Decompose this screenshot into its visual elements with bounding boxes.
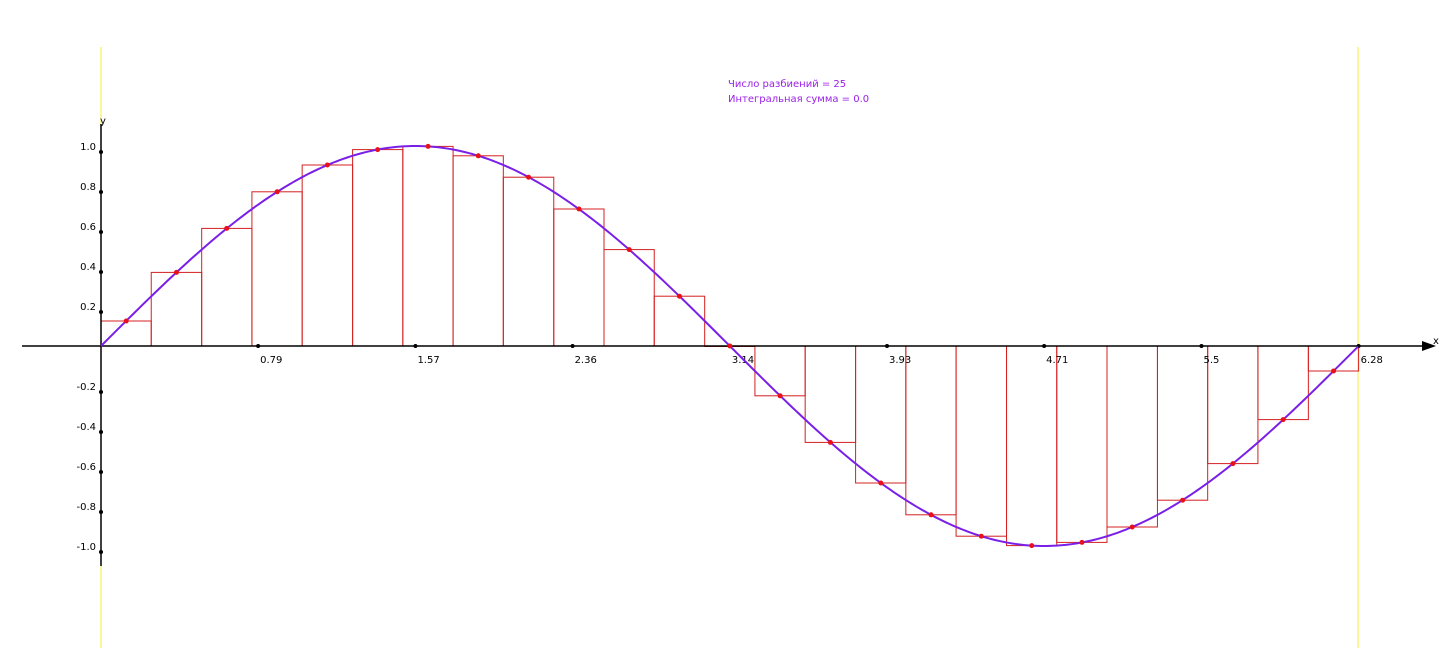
x-tick-label-5: 3.93 [889,355,911,366]
y-tick-mark-8 [99,470,103,474]
riemann-rectangle-16 [855,345,907,484]
y-tick-label-5: 0.2 [80,302,96,313]
y-tick-label-3: 0.6 [80,222,96,233]
sample-point-12 [676,293,682,299]
sample-point-21 [1129,524,1135,530]
y-tick-label-8: -0.6 [76,462,96,473]
y-tick-label-6: -0.2 [76,382,96,393]
riemann-rectangle-19 [1006,345,1058,547]
sample-point-19 [1029,543,1035,549]
riemann-rectangle-9 [502,176,555,347]
y-tick-mark-5 [99,310,103,314]
y-tick-mark-10 [99,550,103,554]
axis-ticks: 0.79 1.57 2.36 3.14 3.93 4.71 5.5 6.281.00.80.6… [76,142,1383,554]
riemann-rectangle-20 [1056,345,1108,543]
x-tick-label-2: 1.57 [417,355,439,366]
y-tick-label-1: 1.0 [80,142,96,153]
x-tick-label-8: 6.28 [1361,355,1383,366]
riemann-rectangle-22 [1156,345,1209,501]
sample-point-22 [1180,497,1186,503]
sample-point-4 [274,189,280,195]
y-tick-label-9: -0.8 [76,502,96,513]
riemann-rectangle-4 [251,191,303,347]
sample-point-23 [1230,461,1236,467]
y-tick-label-10: -1.0 [76,542,96,553]
sample-point-3 [224,225,230,231]
x-tick-label-6: 4.71 [1046,355,1068,366]
integral-sum-label: Интегральная сумма = 0.0 [728,94,870,105]
sample-point-10 [576,206,582,212]
x-tick-label-3: 2.36 [575,355,597,366]
riemann-rectangle-24 [1257,345,1309,421]
sample-points [123,143,1337,549]
sample-point-8 [475,153,481,159]
sample-point-13 [727,343,733,349]
x-axis-arrow [1422,341,1436,351]
sample-point-5 [324,162,330,168]
y-tick-mark-9 [99,510,103,514]
riemann-rectangle-15 [804,345,857,443]
riemann-rectangle-21 [1106,345,1158,528]
x-tick-mark-2 [413,344,418,348]
riemann-rectangle-3 [201,227,253,347]
y-tick-mark-3 [99,230,103,234]
sample-point-11 [626,247,632,253]
riemann-rectangle-10 [553,208,605,347]
sample-point-6 [375,147,381,153]
y-tick-mark-7 [99,430,103,434]
riemann-rectangle-2 [150,271,203,347]
y-tick-label-4: 0.4 [80,262,96,273]
x-tick-mark-6 [1042,344,1047,348]
sample-point-25 [1331,368,1337,374]
riemann-rectangle-6 [352,149,404,347]
y-tick-mark-1 [99,150,103,154]
riemann-rectangle-14 [754,345,806,397]
riemann-rectangle-12 [653,295,706,347]
sample-point-17 [928,512,934,518]
sample-point-14 [777,393,783,399]
y-tick-label-2: 0.8 [80,182,96,193]
x-tick-mark-3 [570,344,575,348]
partitions-count-label: Число разбиений = 25 [728,79,847,90]
y-axis-label: y [100,116,106,127]
sample-point-15 [827,439,833,445]
x-tick-label-1: 0.79 [260,355,282,366]
sample-point-16 [878,480,884,486]
riemann-rectangle-25 [1307,345,1360,372]
sample-point-1 [123,318,129,324]
x-axis-label: x [1433,336,1439,347]
x-tick-mark-7 [1199,344,1204,348]
y-tick-mark-6 [99,390,103,394]
sample-point-7 [425,143,431,149]
riemann-rectangle-18 [955,345,1008,537]
riemann-rectangle-1 [100,320,152,347]
riemann-rectangle-8 [452,155,504,347]
x-tick-mark-5 [885,344,890,348]
sample-point-20 [1079,539,1085,545]
sample-point-2 [173,269,179,275]
riemann-rectangle-5 [301,164,354,347]
sample-point-18 [978,533,984,539]
x-tick-label-7: 5.5 [1203,355,1219,366]
sample-point-9 [526,174,532,180]
y-tick-label-7: -0.4 [76,422,96,433]
y-tick-mark-2 [99,190,103,194]
riemann-rectangle-7 [402,145,454,347]
sample-point-24 [1280,417,1286,423]
x-tick-mark-1 [256,344,261,348]
y-tick-mark-4 [99,270,103,274]
riemann-rectangle-17 [905,345,957,516]
